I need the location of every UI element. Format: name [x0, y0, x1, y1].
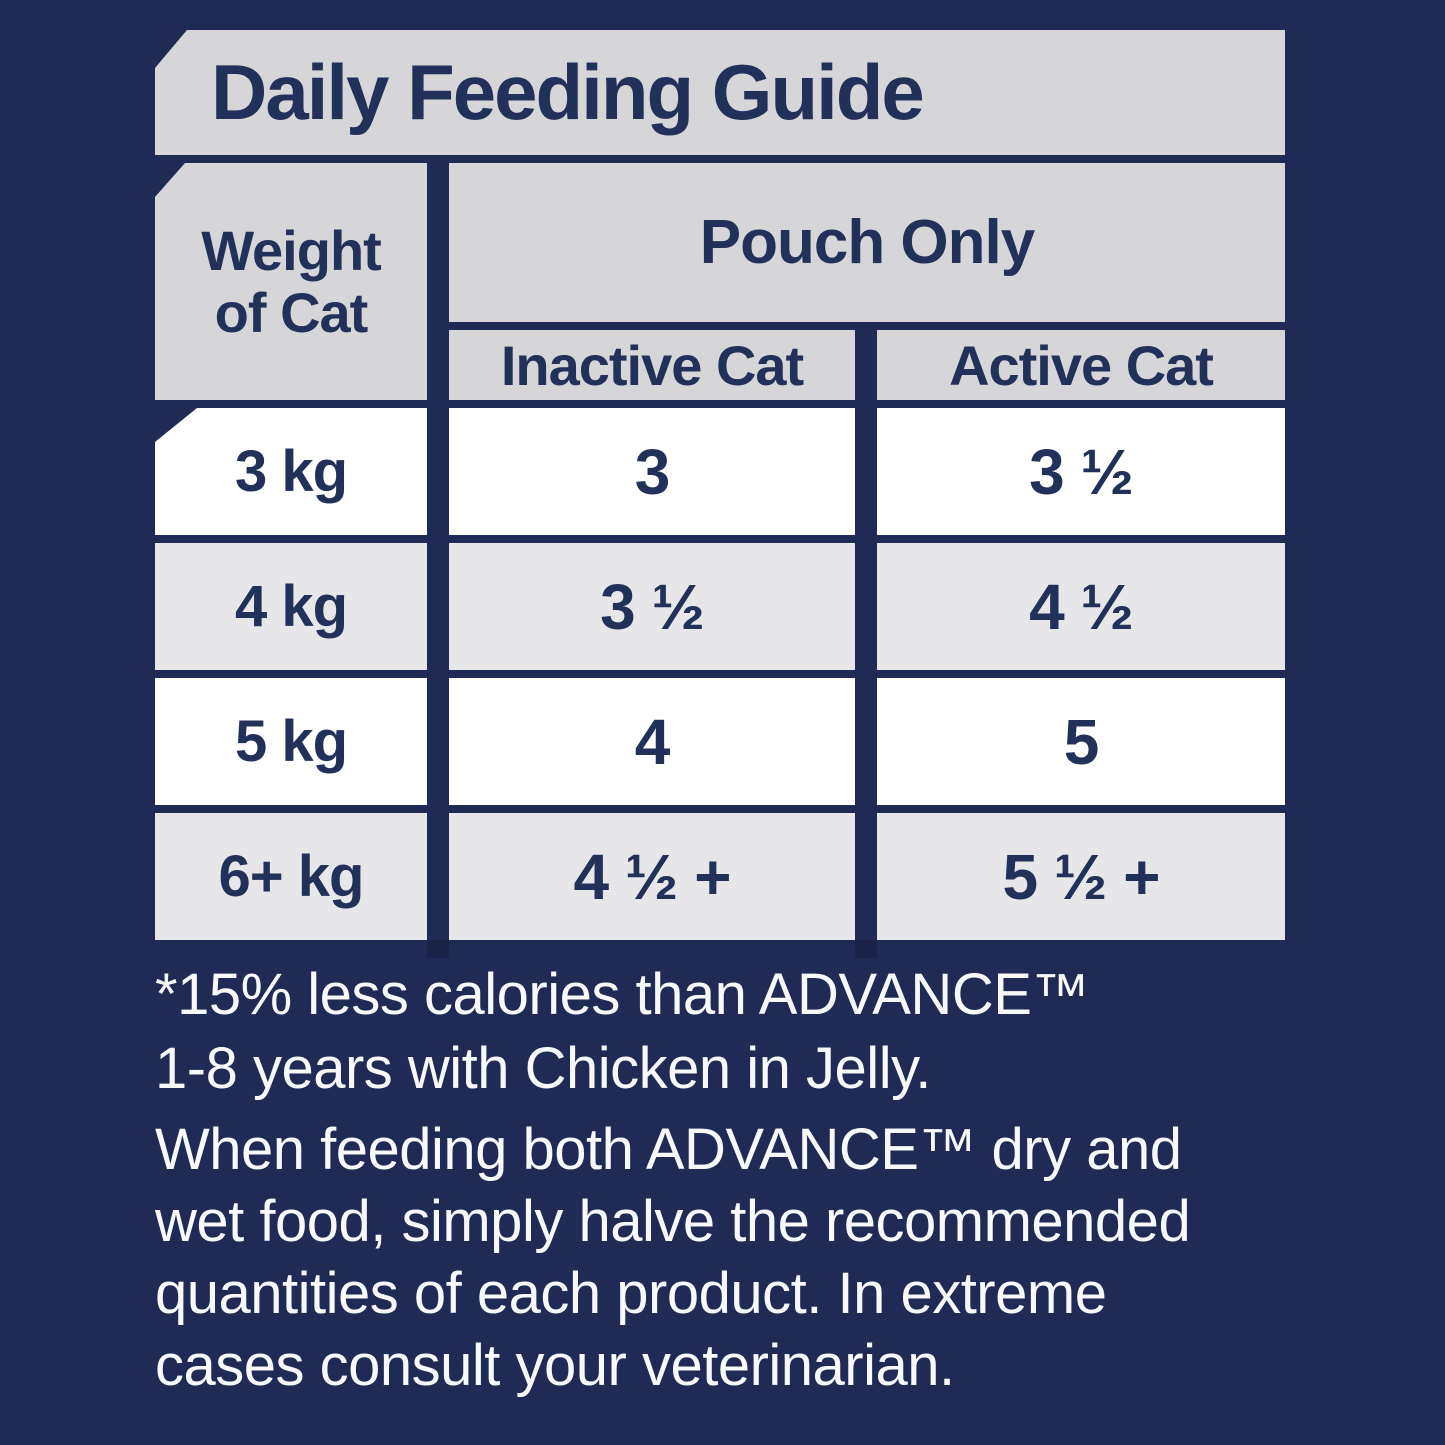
row-weight: 6+ kg	[155, 813, 427, 940]
header-active-cat: Active Cat	[877, 330, 1285, 400]
row-weight: 4 kg	[155, 543, 427, 670]
table-body: 3 kg 3 3 ½ 4 kg 3 ½ 4 ½ 5 kg 4 5 6+ kg 4…	[155, 408, 1285, 940]
row-weight: 5 kg	[155, 678, 427, 805]
header-pouch-only: Pouch Only	[449, 163, 1285, 322]
row-active-value: 4 ½	[877, 543, 1285, 670]
table-title-bar: Daily Feeding Guide	[155, 30, 1285, 155]
header-weight-of-cat: Weight of Cat	[155, 163, 427, 400]
footnote-text: *15% less calories than ADVANCE™ 1-8 yea…	[155, 962, 1089, 1101]
table-header: Weight of Cat Pouch Only Inactive Cat Ac…	[155, 163, 1285, 400]
row-inactive-value: 4	[449, 678, 855, 805]
feeding-note-text: When feeding both ADVANCE™ dry and wet f…	[155, 1117, 1191, 1398]
row-inactive-value: 3	[449, 408, 855, 535]
row-active-value: 5 ½ +	[877, 813, 1285, 940]
row-active-value: 3 ½	[877, 408, 1285, 535]
row-inactive-value: 4 ½ +	[449, 813, 855, 940]
divider-notch	[855, 940, 877, 958]
divider-notch	[427, 940, 449, 958]
row-inactive-value: 3 ½	[449, 543, 855, 670]
row-active-value: 5	[877, 678, 1285, 805]
header-inactive-cat: Inactive Cat	[449, 330, 855, 400]
table-title: Daily Feeding Guide	[211, 48, 925, 136]
feeding-guide-table: Daily Feeding Guide Weight of Cat Pouch …	[155, 30, 1285, 958]
row-weight: 3 kg	[155, 408, 427, 535]
